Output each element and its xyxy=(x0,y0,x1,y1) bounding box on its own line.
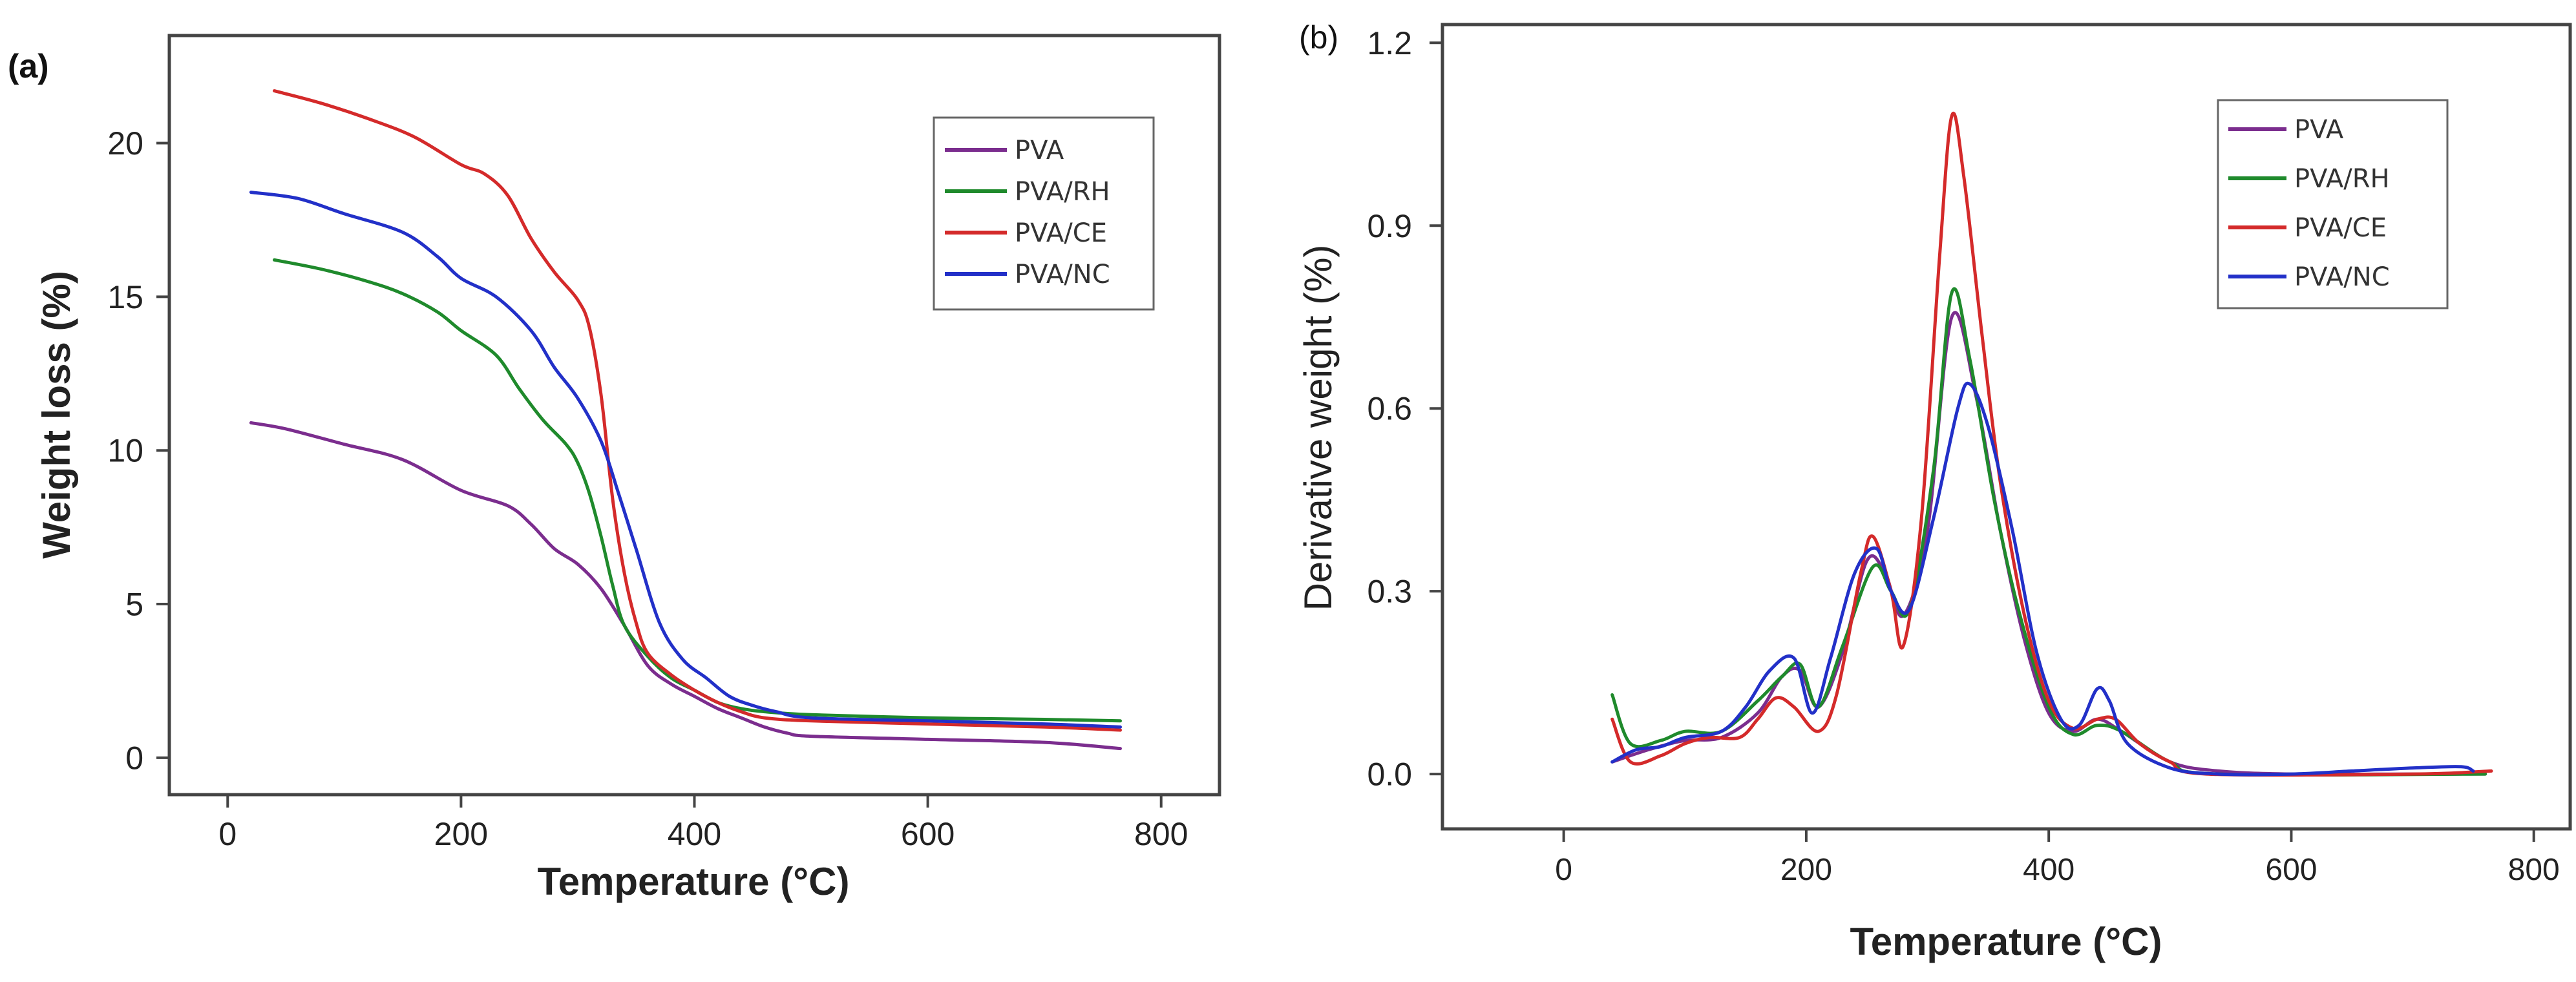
legend-label-a-pva-ce: PVA/CE xyxy=(1015,218,1107,248)
x-axis-title-b: Temperature (°C) xyxy=(1850,920,2162,963)
y-tick-label-a-0: 0 xyxy=(125,740,143,776)
series-b xyxy=(1610,111,2493,777)
x-tick-label-b-800: 800 xyxy=(2508,853,2560,887)
y-tick-label-b-4: 1.2 xyxy=(1367,25,1412,61)
panel-label-a: (a) xyxy=(8,48,49,85)
panel-a: (a) 0 200 400 600 800 0 5 10 15 20 Temperature (°… xyxy=(8,34,1221,903)
series-line-b-pva-nc xyxy=(1610,381,2475,777)
series-line-a-pva-rh xyxy=(273,258,1122,723)
legend-label-b-pva-ce: PVA/CE xyxy=(2294,213,2387,243)
x-tick-label-b-200: 200 xyxy=(1780,853,1832,887)
legend-box-b xyxy=(2217,99,2449,309)
y-tick-label-a-4: 20 xyxy=(107,125,143,162)
x-tick-label-a-200: 200 xyxy=(434,816,488,852)
series-line-a-pva-ce xyxy=(273,89,1122,732)
x-axis-title-a: Temperature (°C) xyxy=(538,860,850,903)
legend-label-b-pva: PVA xyxy=(2294,115,2344,145)
x-tick-label-b-400: 400 xyxy=(2023,853,2075,887)
ticks-b: 0 200 400 600 800 0.0 0.3 0.6 0.9 1.2 xyxy=(1367,25,2559,887)
panel-label-b: (b) xyxy=(1299,19,1338,56)
series-a xyxy=(249,89,1122,751)
legend-a: PVA PVA/RH PVA/CE PVA/NC xyxy=(933,116,1155,311)
ticks-a: 0 200 400 600 800 0 5 10 15 20 xyxy=(107,125,1188,852)
y-tick-label-a-2: 10 xyxy=(107,433,143,469)
y-tick-label-a-3: 15 xyxy=(107,279,143,315)
x-tick-label-a-0: 0 xyxy=(218,816,237,852)
x-tick-label-a-800: 800 xyxy=(1134,816,1188,852)
y-tick-label-a-1: 5 xyxy=(125,587,143,623)
legend-label-a-pva-nc: PVA/NC xyxy=(1015,260,1110,289)
legend-label-b-pva-nc: PVA/NC xyxy=(2294,262,2390,292)
x-tick-label-b-0: 0 xyxy=(1555,853,1572,887)
x-tick-label-b-600: 600 xyxy=(2265,853,2317,887)
y-tick-label-b-3: 0.9 xyxy=(1367,208,1412,244)
y-axis-title-a: Weight loss (%) xyxy=(35,271,78,559)
legend-label-b-pva-rh: PVA/RH xyxy=(2294,164,2390,194)
legend-label-a-pva: PVA xyxy=(1015,136,1064,165)
legend-label-a-pva-rh: PVA/RH xyxy=(1015,177,1110,207)
y-tick-label-b-2: 0.6 xyxy=(1367,391,1412,427)
y-axis-title-b: Derivative weight (%) xyxy=(1296,245,1340,611)
x-tick-label-a-400: 400 xyxy=(668,816,721,852)
series-line-b-pva-rh xyxy=(1610,287,2487,777)
y-tick-label-b-0: 0.0 xyxy=(1367,757,1412,793)
plot-frame-b xyxy=(1441,23,2572,831)
series-line-a-pva-nc xyxy=(249,191,1122,729)
series-line-a-pva xyxy=(249,421,1122,751)
panel-b: (b) 0 200 400 600 800 0.0 0.3 0.6 0.9 1.2 Tempera… xyxy=(1296,19,2572,963)
x-tick-label-a-600: 600 xyxy=(901,816,955,852)
y-tick-label-b-1: 0.3 xyxy=(1367,574,1412,610)
legend-b: PVA PVA/RH PVA/CE PVA/NC xyxy=(2217,99,2449,309)
